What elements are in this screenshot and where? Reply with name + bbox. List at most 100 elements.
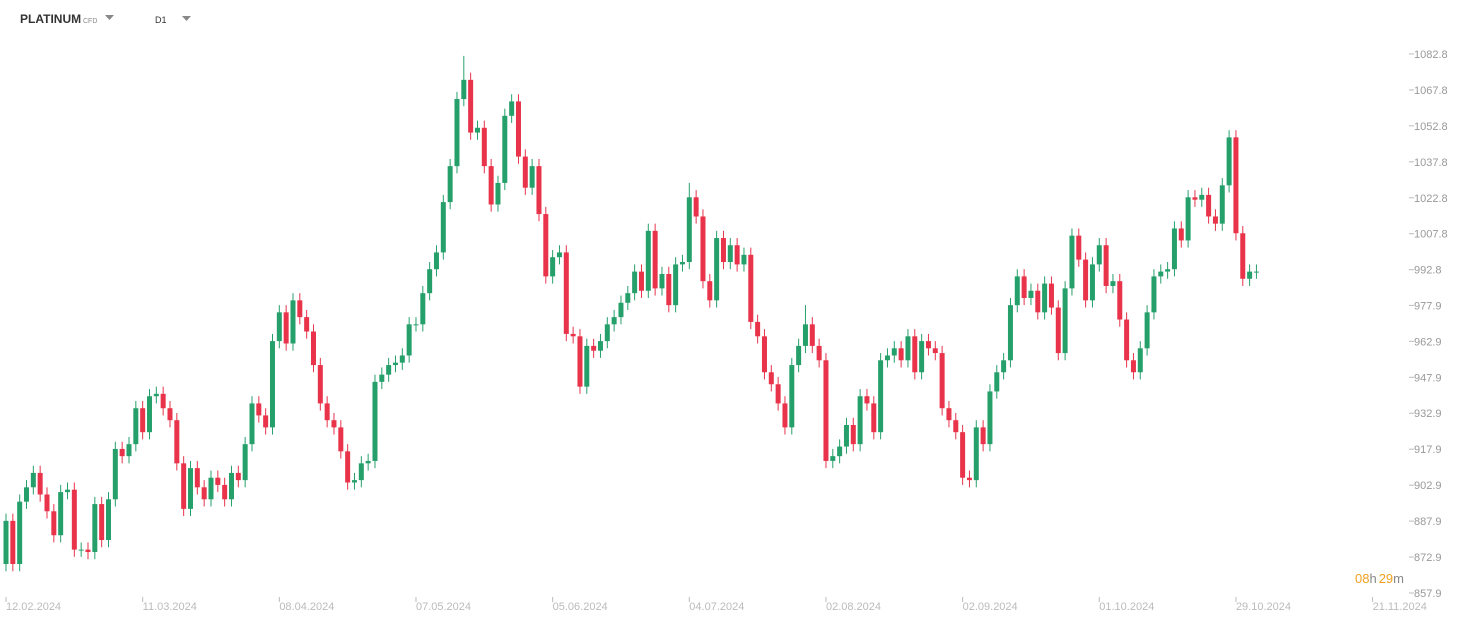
y-tick-label: 947.9	[1414, 372, 1442, 384]
candle-body	[37, 472, 43, 495]
candle-body	[10, 520, 16, 564]
timeframe-dropdown[interactable]	[182, 16, 191, 21]
candle-body	[351, 480, 357, 483]
candle-body	[748, 254, 754, 322]
candle-body	[174, 420, 180, 464]
candle-body	[1083, 259, 1089, 301]
candle-body	[1028, 290, 1034, 298]
candle-body	[727, 245, 733, 263]
candle-body	[331, 420, 337, 428]
x-tick-label: 08.04.2024	[279, 601, 334, 613]
candle-body	[160, 393, 166, 409]
y-tick-label: 1067.8	[1414, 85, 1448, 97]
candle-body	[789, 365, 795, 428]
candle-body	[891, 348, 897, 356]
candle-body	[58, 492, 64, 536]
candle-body	[1096, 245, 1102, 265]
x-tick-label: 01.10.2024	[1099, 601, 1154, 613]
candle-body	[228, 472, 234, 500]
candle-body	[167, 408, 173, 421]
candle-body	[283, 312, 289, 344]
y-tick-label: 872.9	[1414, 552, 1442, 564]
candle-body	[1212, 216, 1218, 224]
instrument-type: CFD	[83, 18, 97, 25]
candle-body	[761, 336, 767, 373]
candle-body	[543, 214, 549, 277]
candle-body	[290, 300, 296, 344]
timeframe[interactable]: D1	[155, 15, 167, 25]
candle-body	[372, 381, 378, 461]
candle-body	[427, 269, 433, 294]
candle-body	[768, 372, 774, 385]
candle-body	[105, 499, 111, 541]
y-tick-label: 977.9	[1414, 300, 1442, 312]
candle-body	[686, 197, 692, 263]
candle-body	[1007, 305, 1013, 361]
candle-body	[980, 427, 986, 445]
candle-body	[632, 271, 638, 294]
candle-body	[1001, 360, 1007, 373]
candle-body	[1062, 288, 1068, 354]
y-tick-label: 857.9	[1414, 588, 1442, 600]
candle-body	[1048, 283, 1054, 308]
symbol[interactable]: PLATINUM	[20, 12, 81, 26]
candle-body	[269, 341, 275, 428]
candle-body	[23, 487, 29, 502]
candle-body	[522, 156, 528, 188]
timer: 08h 29m	[1355, 571, 1404, 586]
candle-body	[242, 444, 248, 481]
candle-body	[30, 472, 36, 488]
x-tick-label: 12.02.2024	[6, 601, 61, 613]
candle-body	[1247, 271, 1253, 279]
candle-body	[71, 489, 77, 550]
candle-body	[584, 345, 590, 387]
candle-body	[1158, 271, 1164, 277]
candle-body	[3, 520, 9, 564]
candle-body	[673, 264, 679, 306]
candle-body	[645, 230, 651, 291]
candle-body	[1089, 264, 1095, 301]
candle-body	[1171, 228, 1177, 270]
y-tick-label: 902.9	[1414, 480, 1442, 492]
candle-body	[864, 396, 870, 404]
candle-body	[1055, 307, 1061, 354]
candle-body	[194, 468, 200, 488]
candle-body	[898, 348, 904, 361]
candle-body	[1021, 276, 1027, 298]
candle-body	[386, 365, 392, 375]
candle-body	[1206, 194, 1212, 217]
candle-body	[413, 324, 419, 326]
candle-body	[802, 324, 808, 346]
symbol-dropdown[interactable]	[105, 15, 114, 20]
candle-body	[707, 281, 713, 301]
candle-body	[638, 271, 644, 291]
candle-body	[857, 396, 863, 445]
candle-body	[1124, 319, 1130, 361]
x-tick-label: 02.09.2024	[963, 601, 1018, 613]
candle-body	[276, 312, 282, 342]
candle-body	[816, 345, 822, 361]
y-tick-label: 1052.8	[1414, 121, 1448, 133]
candle-body	[734, 245, 740, 265]
candle-body	[481, 127, 487, 167]
candle-body	[563, 252, 569, 334]
y-tick-label: 917.9	[1414, 444, 1442, 456]
candle-body	[468, 79, 474, 133]
candle-body	[119, 448, 125, 457]
candle-body	[112, 448, 118, 500]
candle-body	[126, 444, 132, 457]
candle-body	[222, 484, 228, 500]
candle-body	[406, 324, 412, 356]
candle-body	[604, 324, 610, 342]
candle-body	[317, 365, 323, 404]
candle-body	[679, 262, 685, 265]
candle-body	[297, 300, 303, 318]
candle-body	[1151, 276, 1157, 313]
candle-body	[92, 504, 98, 553]
candle-body	[495, 182, 501, 205]
candle-body	[755, 321, 761, 337]
candle-body	[809, 324, 815, 346]
candle-body	[973, 427, 979, 481]
candle-body	[878, 360, 884, 433]
